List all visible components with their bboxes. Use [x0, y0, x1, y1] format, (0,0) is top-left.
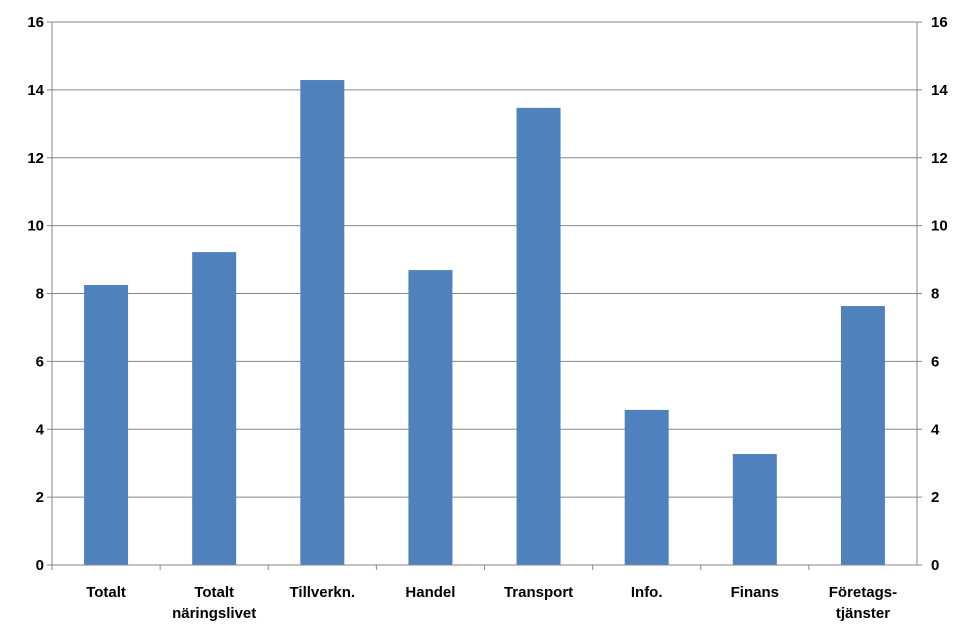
bar — [516, 107, 561, 565]
y-tick-label: 12 — [27, 150, 44, 167]
bar — [732, 454, 777, 565]
x-tick-label: Totalt näringslivet — [172, 584, 256, 622]
bar — [840, 306, 885, 565]
y-tick-label: 16 — [27, 14, 44, 31]
x-tick-label: Info. — [631, 584, 663, 601]
y-tick-label: 2 — [36, 489, 44, 506]
y2-tick-label: 12 — [931, 150, 948, 167]
y2-tick-label: 10 — [931, 218, 948, 235]
y2-tick-label: 16 — [931, 14, 948, 31]
x-tick-label: Totalt — [86, 584, 126, 601]
x-tick-label: Transport — [504, 584, 573, 601]
y-tick-label: 4 — [36, 421, 45, 438]
bar — [300, 80, 345, 565]
x-tick-label: Tillverkn. — [290, 584, 356, 601]
bar — [84, 285, 129, 565]
y2-tick-label: 8 — [931, 286, 939, 303]
bar — [408, 270, 453, 565]
y-tick-label: 10 — [27, 218, 44, 235]
y2-tick-label: 2 — [931, 489, 939, 506]
y-tick-label: 8 — [36, 286, 44, 303]
y2-tick-label: 0 — [931, 557, 939, 574]
y2-tick-label: 14 — [931, 82, 948, 99]
y2-tick-label: 6 — [931, 353, 939, 370]
y-tick-label: 6 — [36, 353, 44, 370]
x-tick-label: Handel — [405, 584, 455, 601]
y-tick-label: 0 — [36, 557, 44, 574]
x-tick-label: Företags-tjänster — [829, 584, 897, 622]
y2-tick-label: 4 — [931, 421, 940, 438]
y-tick-label: 14 — [27, 82, 44, 99]
x-tick-label: Finans — [731, 584, 779, 601]
bar — [624, 409, 669, 565]
bar — [192, 252, 237, 565]
